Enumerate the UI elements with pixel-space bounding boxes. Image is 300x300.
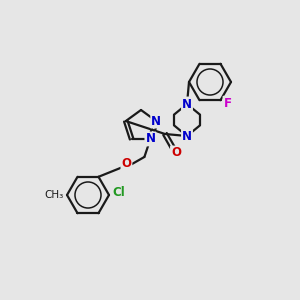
Text: O: O bbox=[171, 146, 181, 160]
Text: O: O bbox=[122, 158, 131, 170]
Text: F: F bbox=[224, 97, 232, 110]
Text: CH₃: CH₃ bbox=[44, 190, 64, 200]
Text: Cl: Cl bbox=[112, 187, 125, 200]
Text: N: N bbox=[182, 130, 192, 142]
Text: N: N bbox=[151, 115, 161, 128]
Text: N: N bbox=[182, 98, 192, 110]
Text: N: N bbox=[146, 132, 155, 146]
